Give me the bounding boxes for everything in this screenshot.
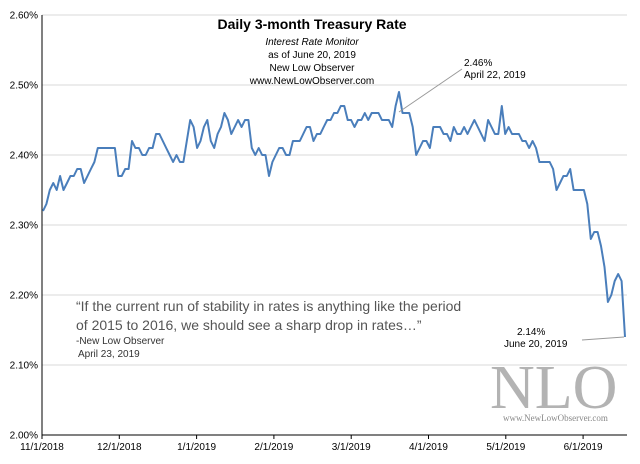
- nlo-logo-url: www.NewLowObserver.com: [503, 413, 608, 423]
- subtitle-line-1: Interest Rate Monitor: [265, 37, 359, 48]
- y-tick-label: 2.40%: [10, 151, 38, 162]
- y-tick-label: 2.30%: [10, 221, 38, 232]
- subtitle-line-2: as of June 20, 2019: [268, 50, 356, 61]
- y-tick-label: 2.60%: [10, 11, 38, 22]
- subtitle-line-4: www.NewLowObserver.com: [249, 76, 374, 87]
- x-tick-label: 3/1/2019: [332, 442, 371, 453]
- quote-line-2: of 2015 to 2016, we should see a sharp d…: [76, 317, 422, 333]
- quote-attribution: -New Low Observer: [76, 336, 165, 347]
- x-axis-tick-labels: 11/1/2018 12/1/2018 1/1/2019 2/1/2019 3/1/20…: [20, 435, 603, 453]
- annotation-last-leader: [581, 336, 625, 341]
- x-tick-label: 4/1/2019: [409, 442, 448, 453]
- y-tick-label: 2.00%: [10, 431, 38, 442]
- y-tick-label: 2.50%: [10, 81, 38, 92]
- quote-date: April 23, 2019: [78, 349, 140, 360]
- nlo-logo: NLO: [490, 354, 617, 422]
- annotation-peak-value: 2.46%: [464, 58, 492, 69]
- x-tick-label: 2/1/2019: [254, 442, 293, 453]
- y-tick-label: 2.20%: [10, 291, 38, 302]
- x-tick-label: 12/1/2018: [97, 442, 142, 453]
- x-tick-label: 11/1/2018: [20, 442, 64, 453]
- gridlines: [42, 14, 627, 366]
- annotation-peak-leader: [398, 68, 463, 113]
- quote-line-1: “If the current run of stability in rate…: [76, 298, 461, 314]
- chart-title: Daily 3-month Treasury Rate: [217, 16, 406, 32]
- subtitle-line-3: New Low Observer: [269, 63, 355, 74]
- annotation-last-value: 2.14%: [517, 327, 545, 338]
- y-axis-tick-labels: 2.00% 2.10% 2.20% 2.30% 2.40% 2.50% 2.60%: [10, 11, 38, 442]
- annotation-last-date: June 20, 2019: [504, 339, 568, 350]
- annotation-peak-date: April 22, 2019: [464, 70, 526, 81]
- x-tick-label: 1/1/2019: [177, 442, 216, 453]
- x-tick-label: 6/1/2019: [564, 442, 603, 453]
- y-tick-label: 2.10%: [10, 361, 38, 372]
- series-line: [42, 91, 626, 338]
- x-tick-label: 5/1/2019: [486, 442, 525, 453]
